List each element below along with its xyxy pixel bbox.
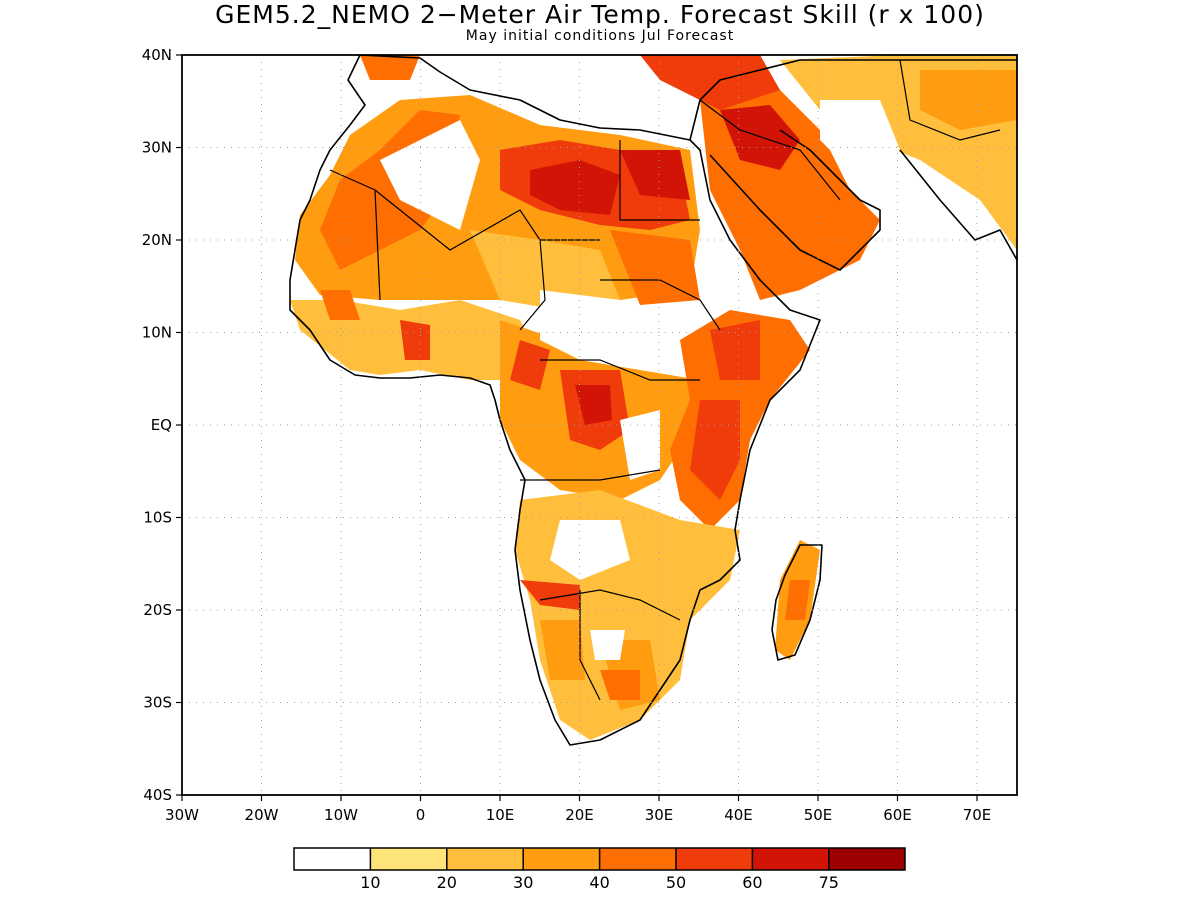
skill-field — [290, 55, 1017, 740]
lon-tick-label: 40E — [724, 806, 753, 824]
lon-tick-label: 0 — [416, 806, 426, 824]
lat-tick-label: EQ — [151, 416, 172, 434]
lon-tick-label: 10E — [486, 806, 515, 824]
colorbar-box — [523, 848, 600, 870]
colorbar-label: 60 — [742, 873, 762, 892]
lon-tick-label: 10W — [324, 806, 358, 824]
colorbar-box — [752, 848, 829, 870]
colorbar-box — [676, 848, 753, 870]
lat-tick-label: 20S — [143, 601, 172, 619]
colorbar-box — [599, 848, 676, 870]
colorbar-box — [294, 848, 371, 870]
colorbar: 10 20 30 40 50 60 75 — [293, 847, 906, 892]
colorbar-label: 75 — [819, 873, 839, 892]
map-subtitle: May initial conditions Jul Forecast — [465, 28, 735, 44]
lat-tick-label: 40S — [143, 786, 172, 804]
lon-tick-label: 30W — [165, 806, 199, 824]
lat-tick-label: 30S — [143, 694, 172, 712]
colorbar-label: 10 — [360, 873, 380, 892]
grid-lines — [182, 55, 1017, 795]
lat-tick-label: 40N — [142, 46, 172, 64]
lat-tick-label: 10N — [142, 324, 172, 342]
lon-tick-labels: 30W 20W 10W 0 10E 20E 30E 40E 50E 60E 70… — [165, 806, 991, 824]
tick-marks — [176, 54, 978, 801]
lat-tick-labels: 40N 30N 20N 10N EQ 10S 20S 30S 40S — [142, 46, 172, 804]
colorbar-label: 20 — [437, 873, 457, 892]
colorbar-label: 50 — [666, 873, 686, 892]
lon-tick-label: 20W — [245, 806, 279, 824]
colorbar-label: 40 — [589, 873, 609, 892]
colorbar-label: 30 — [513, 873, 533, 892]
lon-tick-label: 30E — [645, 806, 674, 824]
colorbar-box — [370, 848, 447, 870]
colorbar-box — [828, 848, 905, 870]
lat-tick-label: 30N — [142, 139, 172, 157]
country-borders — [329, 59, 1001, 701]
lon-tick-label: 50E — [804, 806, 833, 824]
colorbar-box — [446, 848, 524, 870]
lon-tick-label: 20E — [565, 806, 594, 824]
lon-tick-label: 70E — [963, 806, 992, 824]
lat-tick-label: 20N — [142, 231, 172, 249]
map-title: GEM5.2_NEMO 2−Meter Air Temp. Forecast S… — [215, 0, 985, 29]
lon-tick-label: 60E — [883, 806, 912, 824]
lat-tick-label: 10S — [143, 509, 172, 527]
